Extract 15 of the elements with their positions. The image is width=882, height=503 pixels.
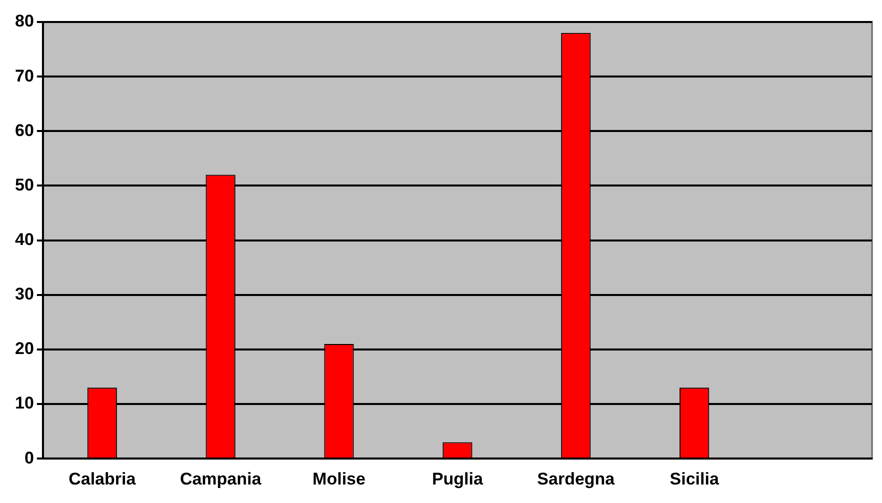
- y-tick-label: 30: [14, 284, 34, 304]
- y-tick-label: 20: [14, 339, 34, 358]
- x-tick-label: Molise: [312, 469, 366, 488]
- x-tick-label: Sicilia: [670, 469, 720, 488]
- y-tick-label: 70: [14, 66, 34, 86]
- y-tick-label: 80: [14, 12, 34, 31]
- y-tick-label: 0: [24, 448, 34, 468]
- x-tick-label: Campania: [180, 469, 262, 488]
- x-tick-label: Sardegna: [537, 469, 616, 488]
- y-tick-label: 50: [14, 175, 34, 194]
- y-tick-label: 60: [14, 120, 34, 140]
- y-tick-label: 10: [14, 394, 34, 413]
- x-tick-label: Calabria: [68, 469, 136, 488]
- x-tick-label: Puglia: [432, 469, 484, 488]
- y-tick-label: 40: [14, 230, 34, 249]
